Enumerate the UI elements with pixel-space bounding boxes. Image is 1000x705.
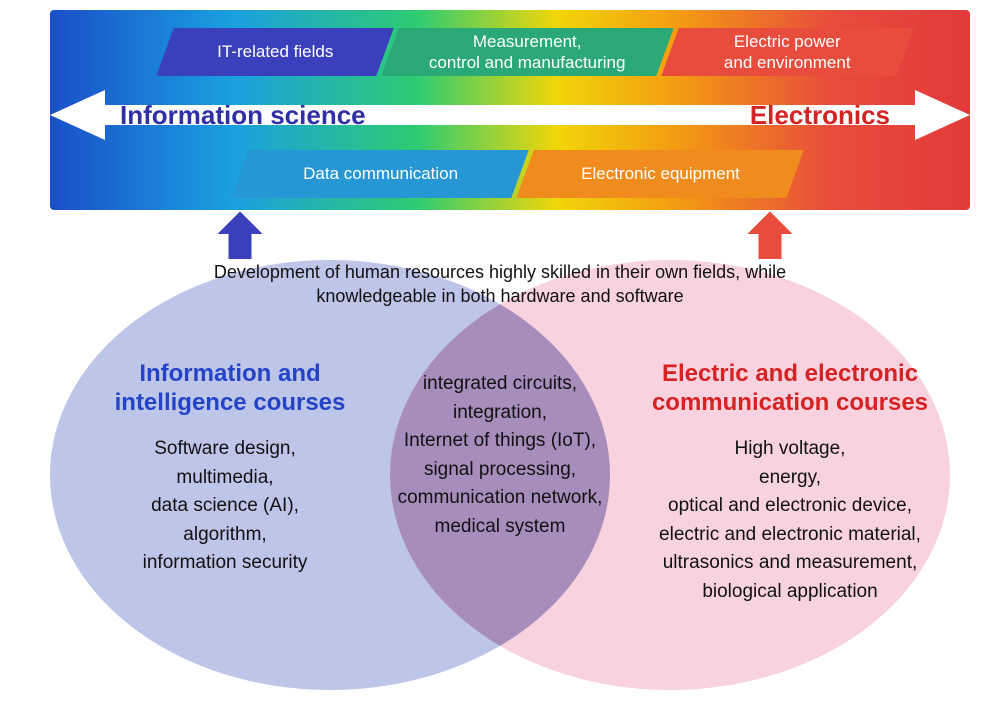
spectrum-banner: IT-related fieldsMeasurement, control an… bbox=[50, 10, 970, 210]
up-arrow-right-icon bbox=[745, 210, 795, 260]
right-circle-title: Electric and electronic communication co… bbox=[630, 360, 950, 418]
venn-diagram: Development of human resources highly sk… bbox=[30, 260, 970, 690]
right-circle-body: High voltage, energy, optical and electr… bbox=[610, 435, 970, 606]
left-circle-body: Software design, multimedia, data scienc… bbox=[60, 435, 390, 578]
field-tile: Electric power and environment bbox=[661, 28, 913, 76]
field-tile: Electronic equipment bbox=[516, 150, 803, 198]
venn-top-text: Development of human resources highly sk… bbox=[190, 260, 810, 309]
field-tile: Measurement, control and manufacturing bbox=[381, 28, 673, 76]
field-tile: Data communication bbox=[231, 150, 528, 198]
center-body: integrated circuits, integration, Intern… bbox=[375, 370, 625, 541]
left-domain-label: Information science bbox=[120, 100, 366, 131]
field-tile: IT-related fields bbox=[156, 28, 393, 76]
right-domain-label: Electronics bbox=[750, 100, 890, 131]
up-arrow-left-icon bbox=[215, 210, 265, 260]
left-circle-title: Information and intelligence courses bbox=[80, 360, 380, 418]
